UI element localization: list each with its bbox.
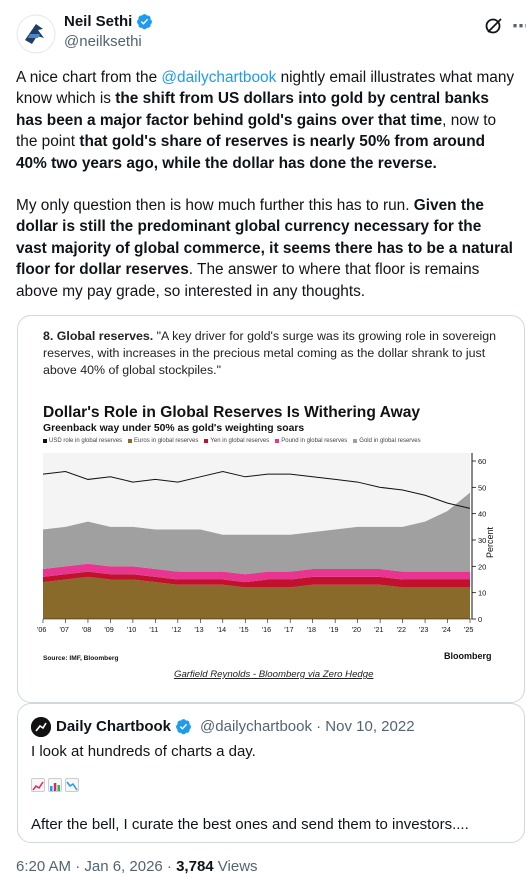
chart-decreasing-icon <box>65 778 79 792</box>
chart-increasing-icon <box>31 778 45 792</box>
bold-text: Given the dollar is still the predominan… <box>16 197 513 279</box>
quote-name-row: Daily Chartbook @dailychartbook · Nov 10… <box>56 718 415 735</box>
tweet-text-segment: nightly email illustrates what many know… <box>16 69 515 108</box>
tweet-timestamp[interactable]: 6:20 AM · Jan 6, 2026 · <box>16 858 177 875</box>
chart-caption: 8. Global reserves. "A key driver for go… <box>43 328 513 380</box>
x-tick-label: '18 <box>307 625 316 634</box>
views-label: Views <box>213 858 258 875</box>
chart-credit-link[interactable]: Garfield Reynolds - Bloomberg via Zero H… <box>174 669 374 680</box>
mention-link[interactable]: @dailychartbook <box>161 69 277 86</box>
quote-text: I look at hundreds of charts a day. <box>31 743 256 760</box>
quote-emoji-row <box>31 778 79 792</box>
caption-body: "A key driver for gold's surge was its g… <box>43 329 497 378</box>
verified-badge-icon <box>176 719 191 735</box>
chart-image[interactable]: 8. Global reserves. "A key driver for go… <box>17 315 525 703</box>
tweet-text: A nice chart from the @dailychartbook ni… <box>16 67 516 323</box>
legend-item: Yen in global reserves <box>204 438 269 444</box>
legend-item: Gold in global reserves <box>353 438 421 444</box>
chart-subtitle: Greenback way under 50% as gold's weight… <box>43 423 305 434</box>
bar-chart-icon <box>48 778 62 792</box>
more-options-icon[interactable]: ⋯ <box>512 16 526 36</box>
x-tick-label: '23 <box>419 625 428 634</box>
y-tick-label: 10 <box>478 589 486 598</box>
x-tick-label: '22 <box>397 625 406 634</box>
author-avatar[interactable] <box>16 14 56 54</box>
y-axis-label: Percent <box>485 526 495 558</box>
x-tick-label: '11 <box>149 625 158 634</box>
caption-heading: 8. Global reserves. <box>43 329 154 343</box>
x-tick-label: '06 <box>37 625 46 634</box>
y-tick-label: 40 <box>478 510 486 519</box>
x-tick-label: '25 <box>464 625 473 634</box>
legend-swatch <box>275 439 280 443</box>
legend-swatch <box>353 439 358 443</box>
x-tick-label: '10 <box>127 625 136 634</box>
legend-item: Euros in global reserves <box>128 438 198 444</box>
pound-area <box>43 563 470 583</box>
y-tick-label: 0 <box>478 615 482 624</box>
y-tick-label: 20 <box>478 562 486 571</box>
quote-text-2: After the bell, I curate the best ones a… <box>31 816 469 833</box>
gold-area <box>43 492 470 575</box>
y-tick-label: 50 <box>478 483 486 492</box>
usd-line <box>42 471 471 509</box>
tweet-paragraph-2: My only question then is how much furthe… <box>16 195 516 302</box>
legend-label: Yen in global reserves <box>210 438 270 444</box>
legend-label: Pound in global reserves <box>281 438 348 444</box>
x-tick-label: '07 <box>59 625 68 634</box>
legend-swatch <box>128 439 133 443</box>
quote-avatar[interactable] <box>31 717 51 737</box>
legend-swatch <box>204 439 209 443</box>
x-tick-label: '19 <box>329 625 338 634</box>
chart-plot: 60 50 40 30 20 10 0 Percent '06 '07 '08 '09 '10 '11 '1… <box>37 453 495 634</box>
y-tick-label: 60 <box>478 457 486 466</box>
tweet-paragraph-1: A nice chart from the @dailychartbook ni… <box>16 67 516 174</box>
tweet-text-segment: . The answer to where that floor is rema… <box>16 261 480 300</box>
bold-text: that gold's share of reserves is nearly … <box>16 133 485 172</box>
chart-title: Dollar's Role in Global Reserves Is With… <box>43 404 421 421</box>
author-name[interactable]: Neil Sethi <box>64 13 133 30</box>
grok-icon[interactable] <box>484 16 504 36</box>
legend-item: Pound in global reserves <box>275 438 347 444</box>
author-name-row[interactable]: Neil Sethi <box>64 13 153 30</box>
x-tick-label: '09 <box>104 625 113 634</box>
tweet-meta: 6:20 AM · Jan 6, 2026 · 3,784 Views <box>16 858 258 875</box>
x-tick-label: '12 <box>172 625 181 634</box>
euro-area <box>43 576 470 619</box>
legend-label: USD role in global reserves <box>49 438 123 444</box>
x-tick-label: '16 <box>262 625 271 634</box>
x-tick-label: '13 <box>194 625 203 634</box>
verified-badge-icon <box>137 14 153 30</box>
bold-text: the shift from US dollars into gold by c… <box>16 90 489 129</box>
author-handle[interactable]: @neilksethi <box>64 33 142 50</box>
x-tick-label: '21 <box>374 625 383 634</box>
tweet-text-segment: , now to the point <box>16 111 497 151</box>
x-tick-label: '20 <box>352 625 361 634</box>
legend-swatch <box>43 439 47 443</box>
tweet-text-segment: A nice chart from the <box>16 69 162 86</box>
tweet-text-segment: My only question then is how much furthe… <box>16 197 414 215</box>
chart-source: Source: IMF, Bloomberg <box>43 655 119 662</box>
x-tick-label: '17 <box>284 625 293 634</box>
y-tick-label: 30 <box>478 536 486 545</box>
quoted-tweet[interactable]: Daily Chartbook @dailychartbook · Nov 10… <box>17 703 525 843</box>
yen-area <box>43 571 470 588</box>
quote-author-name[interactable]: Daily Chartbook <box>56 718 172 735</box>
x-tick-label: '15 <box>239 625 248 634</box>
quote-handle-date: @dailychartbook · Nov 10, 2022 <box>200 718 415 735</box>
x-tick-label: '14 <box>217 625 226 634</box>
x-tick-label: '08 <box>82 625 91 634</box>
legend-label: Euros in global reserves <box>134 438 199 444</box>
chart-brand: Bloomberg <box>444 651 492 661</box>
tweet-header: Neil Sethi @neilksethi ⋯ <box>16 6 526 56</box>
legend-item: USD role in global reserves <box>43 438 122 444</box>
chart-legend: USD role in global reserves Euros in glob… <box>43 438 421 444</box>
x-tick-label: '24 <box>442 625 451 634</box>
legend-label: Gold in global reserves <box>359 438 421 444</box>
views-count: 3,784 <box>176 858 214 875</box>
